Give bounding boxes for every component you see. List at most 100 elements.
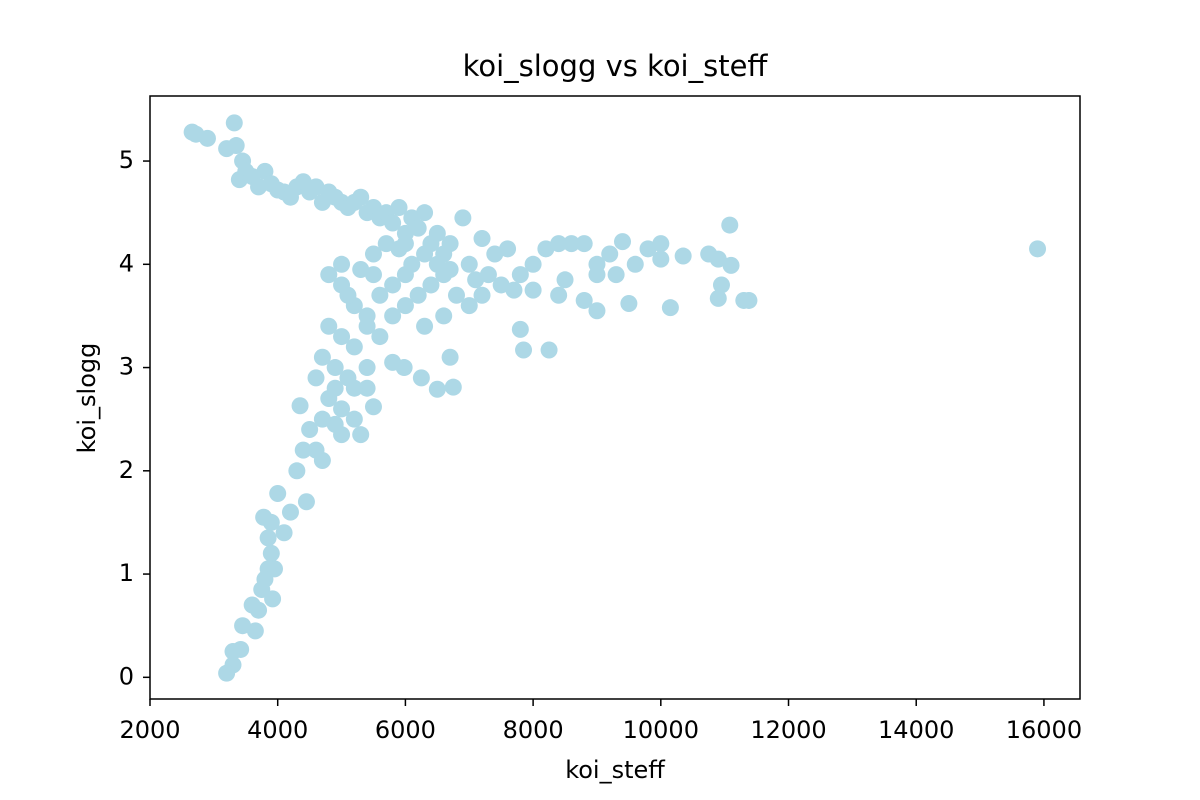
point bbox=[709, 289, 727, 307]
x-tick-label: 8000 bbox=[503, 716, 564, 744]
point bbox=[550, 235, 568, 253]
point bbox=[326, 359, 344, 377]
point bbox=[588, 266, 606, 284]
point bbox=[524, 255, 542, 273]
point bbox=[403, 255, 421, 273]
point bbox=[409, 286, 427, 304]
y-tick-label: 1 bbox=[119, 559, 134, 587]
point bbox=[224, 643, 242, 661]
point bbox=[255, 508, 273, 526]
point bbox=[422, 276, 440, 294]
point bbox=[269, 485, 287, 503]
point bbox=[227, 137, 245, 155]
point bbox=[652, 250, 670, 268]
point bbox=[460, 255, 478, 273]
point bbox=[575, 235, 593, 253]
point bbox=[288, 462, 306, 480]
point bbox=[358, 359, 376, 377]
point bbox=[250, 178, 268, 196]
point bbox=[441, 348, 459, 366]
x-tick-label: 4000 bbox=[247, 716, 308, 744]
point bbox=[674, 247, 692, 265]
point bbox=[384, 276, 402, 294]
point bbox=[384, 214, 402, 232]
point bbox=[721, 216, 739, 234]
point bbox=[454, 209, 472, 227]
point bbox=[243, 596, 261, 614]
point bbox=[550, 286, 568, 304]
point bbox=[661, 299, 679, 317]
x-tick-label: 16000 bbox=[1006, 716, 1082, 744]
point bbox=[345, 338, 363, 356]
point bbox=[333, 255, 351, 273]
plot-frame bbox=[149, 95, 1081, 700]
point bbox=[428, 255, 446, 273]
point bbox=[511, 266, 529, 284]
point bbox=[740, 291, 758, 309]
point bbox=[246, 622, 264, 640]
y-axis-label: koi_slogg bbox=[73, 343, 101, 454]
point bbox=[428, 380, 446, 398]
point bbox=[352, 426, 370, 444]
point bbox=[345, 410, 363, 428]
point bbox=[626, 255, 644, 273]
point bbox=[198, 129, 216, 147]
point bbox=[275, 524, 293, 542]
point bbox=[486, 245, 504, 263]
point bbox=[281, 503, 299, 521]
point bbox=[505, 281, 523, 299]
point bbox=[320, 266, 338, 284]
point bbox=[320, 317, 338, 335]
point bbox=[409, 219, 427, 237]
point bbox=[326, 415, 344, 433]
point bbox=[377, 235, 395, 253]
point bbox=[307, 178, 325, 196]
point bbox=[524, 281, 542, 299]
point bbox=[620, 295, 638, 313]
point bbox=[562, 235, 580, 253]
point bbox=[709, 250, 727, 268]
y-tick-label: 3 bbox=[119, 353, 134, 381]
point bbox=[371, 328, 389, 346]
point bbox=[384, 353, 402, 371]
point bbox=[313, 348, 331, 366]
point bbox=[297, 493, 315, 511]
point bbox=[607, 266, 625, 284]
point bbox=[352, 188, 370, 206]
point bbox=[556, 271, 574, 289]
point bbox=[492, 276, 510, 294]
point bbox=[435, 307, 453, 325]
point bbox=[511, 320, 529, 338]
point bbox=[333, 400, 351, 418]
point bbox=[614, 233, 632, 251]
point bbox=[364, 398, 382, 416]
point bbox=[259, 529, 277, 547]
point bbox=[326, 379, 344, 397]
point bbox=[313, 410, 331, 428]
point bbox=[364, 266, 382, 284]
point bbox=[345, 379, 363, 397]
point bbox=[444, 378, 462, 396]
point bbox=[601, 245, 619, 263]
point bbox=[639, 240, 657, 258]
chart-title: koi_slogg vs koi_steff bbox=[463, 49, 769, 83]
point bbox=[264, 590, 282, 608]
point bbox=[416, 245, 434, 263]
y-tick-label: 2 bbox=[119, 456, 134, 484]
point bbox=[460, 297, 478, 315]
point bbox=[307, 369, 325, 387]
point bbox=[390, 199, 408, 217]
point bbox=[428, 224, 446, 242]
point bbox=[537, 240, 555, 258]
point bbox=[339, 286, 357, 304]
point bbox=[575, 291, 593, 309]
point bbox=[416, 317, 434, 335]
point bbox=[358, 379, 376, 397]
x-tick-label: 2000 bbox=[119, 716, 180, 744]
y-tick-label: 0 bbox=[119, 662, 134, 690]
point bbox=[294, 441, 312, 459]
point bbox=[218, 664, 236, 682]
y-tick-label: 5 bbox=[119, 146, 134, 174]
x-axis-label: koi_steff bbox=[565, 756, 665, 784]
